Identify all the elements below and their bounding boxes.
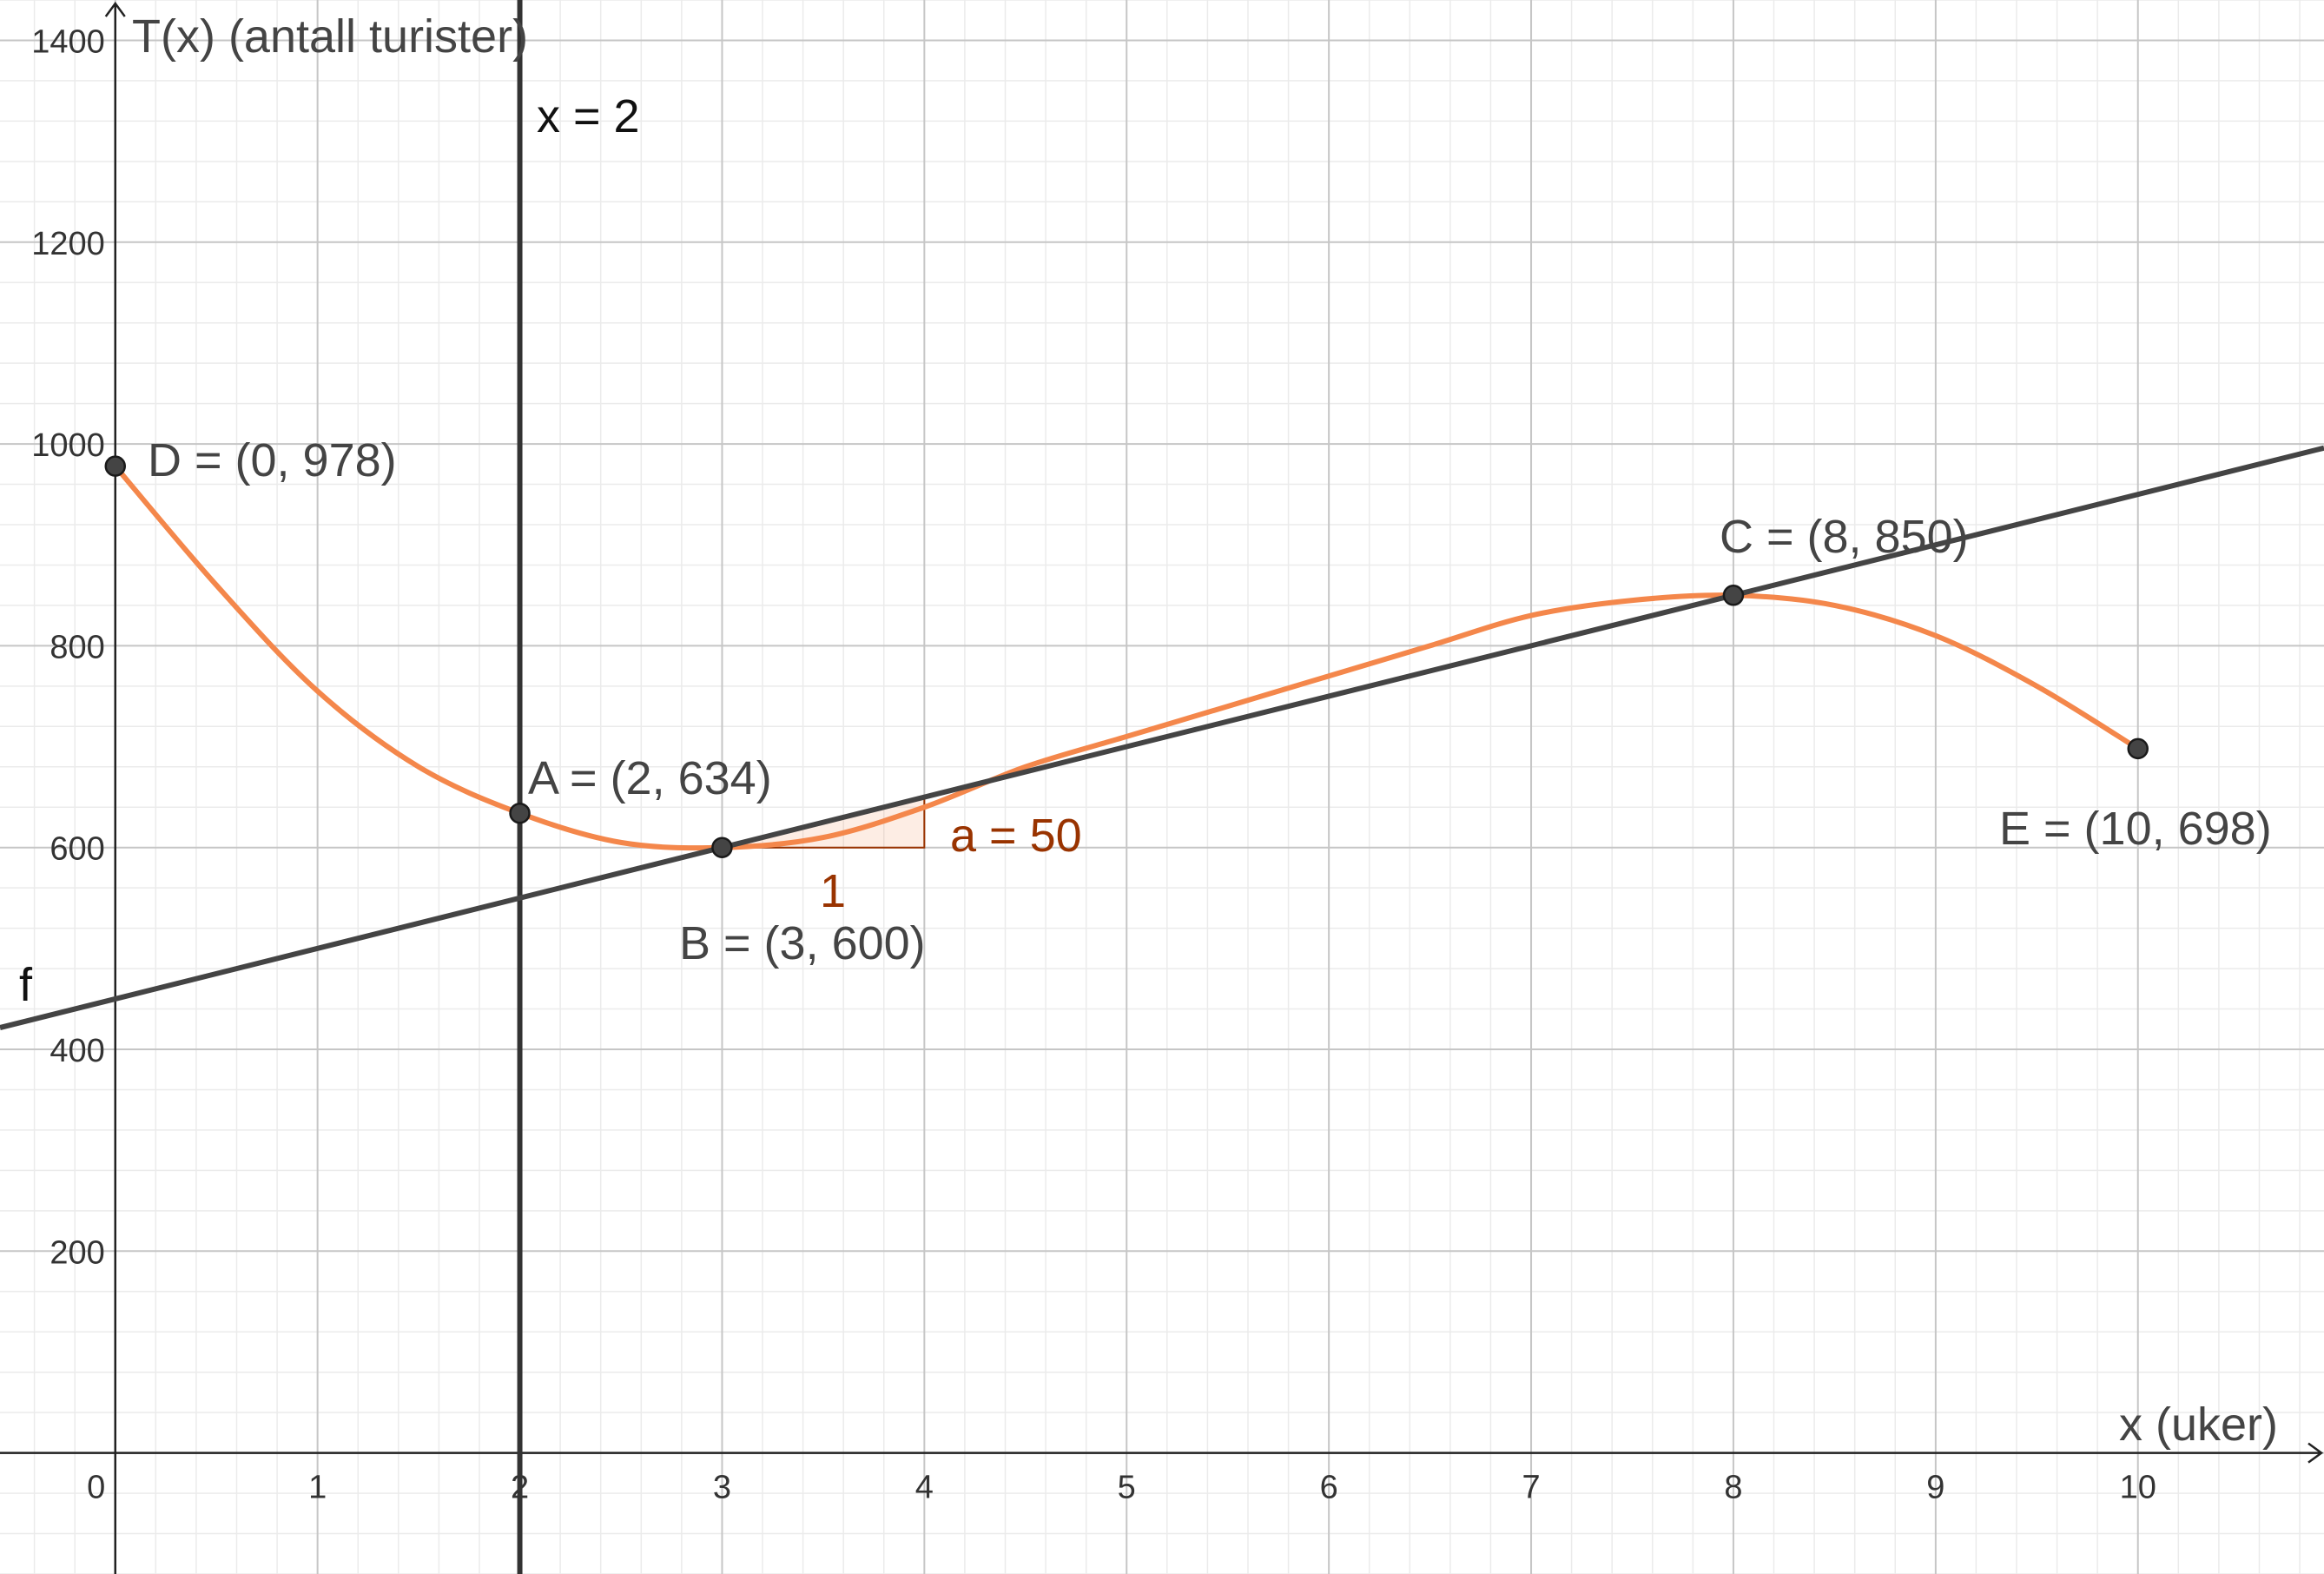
- x-axis-arrow: [2307, 1442, 2324, 1464]
- point-d: [104, 455, 127, 477]
- point-e: [2127, 737, 2149, 760]
- y-tick-label: 600: [50, 831, 104, 868]
- x-tick-label: 3: [713, 1470, 731, 1506]
- y-tick-label: 200: [50, 1234, 104, 1271]
- point-c: [1722, 585, 1745, 606]
- point-label-d: D = (0, 978): [148, 434, 397, 486]
- y-tick-label: 1400: [31, 23, 105, 60]
- x-tick-label: 7: [1522, 1470, 1540, 1506]
- point-a: [509, 802, 531, 824]
- point-label-a: A = (2, 634): [528, 752, 772, 804]
- x-tick-label: 1: [308, 1470, 327, 1506]
- x-tick-label: 10: [2120, 1470, 2156, 1506]
- chart-labels: T(x) (antall turister) x (uker) x = 2 f …: [19, 10, 2278, 1451]
- point-label-c: C = (8, 850): [1720, 511, 1969, 563]
- y-tick-label: 400: [50, 1033, 104, 1069]
- curve-t: [112, 463, 2141, 851]
- vertical-line-label: x = 2: [537, 90, 640, 142]
- x-tick-label: 8: [1724, 1470, 1742, 1506]
- y-tick-label: 1200: [31, 226, 105, 262]
- tick-labels: 012345678910200400600800100012001400: [31, 23, 2156, 1505]
- y-axis-arrow: [104, 1, 126, 17]
- x-tick-label: 6: [1320, 1470, 1338, 1506]
- x-tick-label: 5: [1118, 1470, 1136, 1506]
- y-axis-label: T(x) (antall turister): [132, 10, 528, 63]
- point-b: [711, 837, 733, 858]
- x-tick-label: 0: [87, 1470, 105, 1506]
- point-label-b: B = (3, 600): [679, 917, 926, 969]
- x-axis-label: x (uker): [2119, 1399, 2278, 1451]
- y-tick-label: 1000: [31, 427, 105, 464]
- x-tick-label: 4: [915, 1470, 934, 1506]
- slope-rise-label: a = 50: [950, 810, 1082, 862]
- line-f: [0, 445, 2324, 1030]
- y-tick-label: 800: [50, 629, 104, 665]
- point-label-e: E = (10, 698): [1999, 803, 2272, 855]
- slope-run-label: 1: [820, 865, 846, 917]
- line-f-label: f: [19, 959, 33, 1011]
- x-tick-label: 9: [1926, 1470, 1944, 1506]
